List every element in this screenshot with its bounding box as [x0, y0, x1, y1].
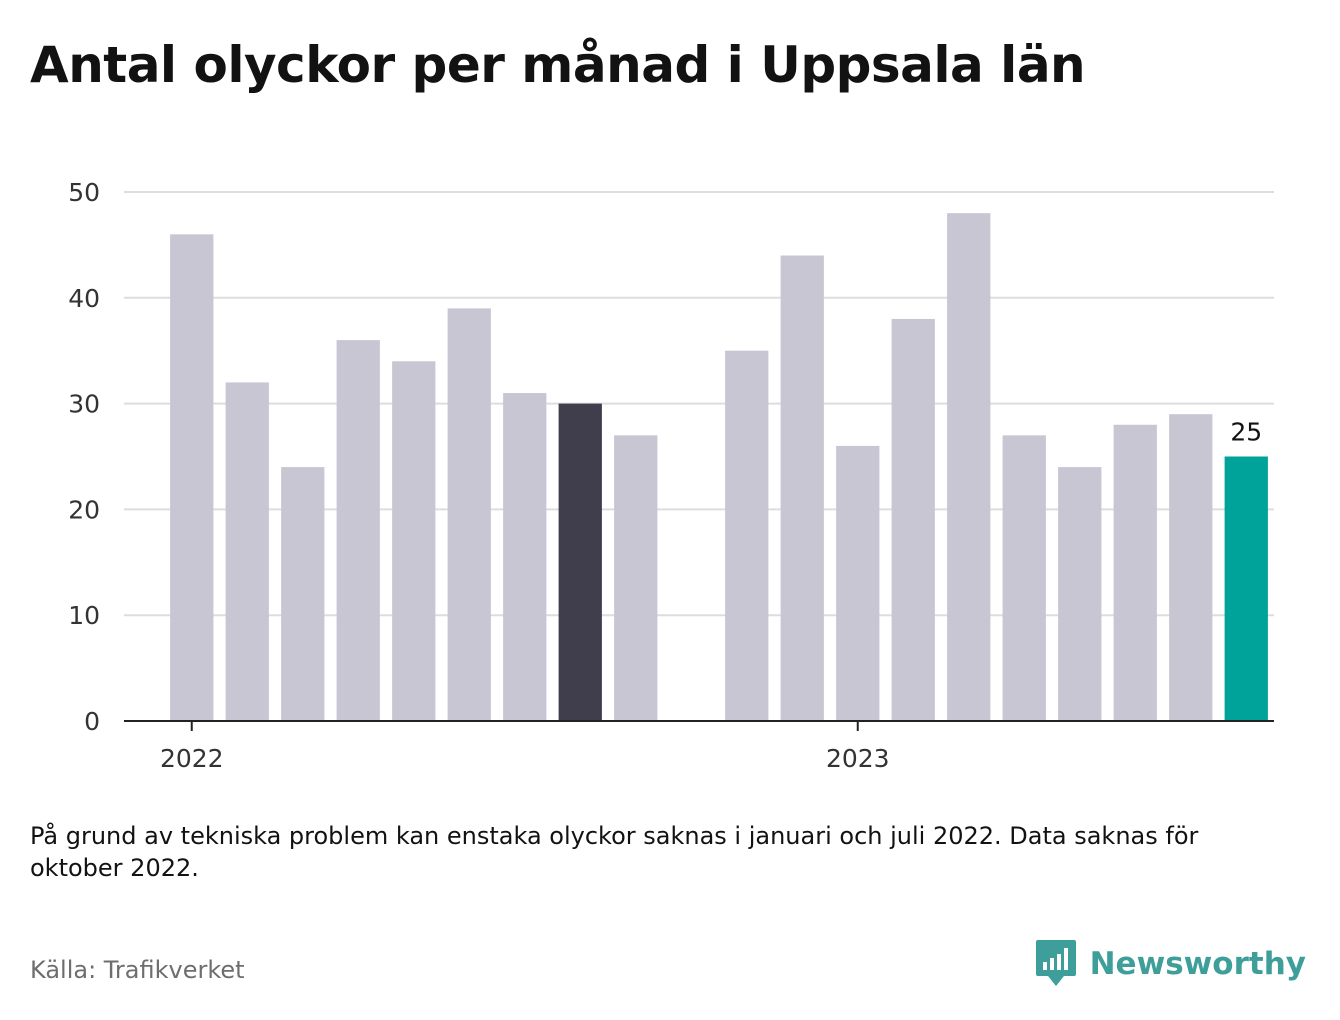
footnote: På grund av tekniska problem kan enstaka… — [30, 822, 1199, 882]
bar — [336, 340, 380, 721]
bar — [225, 382, 269, 721]
x-tick-label: 2023 — [826, 744, 890, 773]
source-text: Källa: Trafikverket — [30, 956, 245, 984]
newsworthy-logo-icon — [1035, 940, 1076, 986]
bar-chart: 0 10 20 30 40 50 25 2022 2023 — [68, 178, 1274, 773]
bars — [170, 213, 1268, 721]
y-tick-label: 20 — [68, 495, 100, 524]
bar-value-label: 25 — [1230, 418, 1262, 447]
bar — [558, 403, 602, 721]
bar — [614, 435, 658, 721]
bar — [392, 361, 436, 721]
y-tick-label: 0 — [84, 707, 100, 736]
bar — [725, 350, 769, 721]
x-axis-ticks: 2022 2023 — [160, 721, 890, 773]
bar — [503, 393, 547, 721]
bar — [170, 234, 214, 721]
bar — [1002, 435, 1046, 721]
x-tick-label: 2022 — [160, 744, 224, 773]
bar — [836, 445, 880, 721]
bar — [281, 467, 325, 721]
bar — [447, 308, 491, 721]
bar — [947, 213, 991, 721]
y-tick-label: 30 — [68, 390, 100, 419]
bar — [1058, 467, 1102, 721]
bar — [780, 255, 824, 721]
bar — [1113, 424, 1157, 721]
brand-name: Newsworthy — [1089, 946, 1306, 982]
y-tick-label: 40 — [68, 284, 100, 313]
y-axis-ticks: 0 10 20 30 40 50 — [68, 178, 100, 736]
chart-title: Antal olyckor per månad i Uppsala län — [30, 36, 1086, 94]
bar — [1169, 414, 1213, 721]
bar — [1224, 456, 1268, 721]
bar — [891, 318, 935, 721]
y-tick-label: 10 — [68, 601, 100, 630]
y-tick-label: 50 — [68, 178, 100, 207]
data-labels: 25 — [1230, 418, 1262, 447]
brand-logo: Newsworthy — [1035, 940, 1306, 988]
